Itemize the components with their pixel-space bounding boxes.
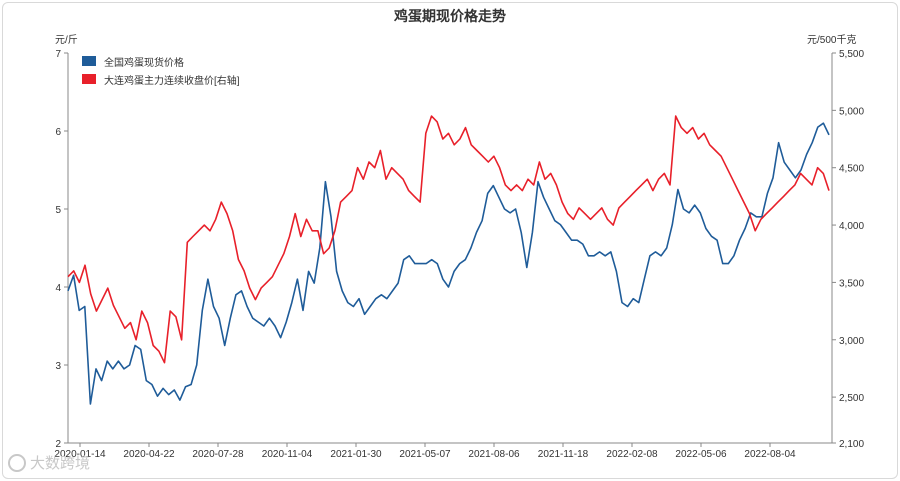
legend-label-spot: 全国鸡蛋现货价格	[104, 57, 184, 69]
right-axis-tick-label: 2,100	[839, 439, 864, 450]
left-axis-tick-label: 7	[55, 49, 61, 60]
x-axis-tick-label: 2022-02-08	[606, 449, 658, 460]
legend-swatch-futures	[82, 74, 96, 84]
left-axis-tick-label: 5	[55, 205, 61, 216]
left-axis-unit: 元/斤	[55, 35, 78, 46]
x-axis-tick-label: 2020-07-28	[192, 449, 244, 460]
legend-item-spot[interactable]: 全国鸡蛋现货价格	[82, 52, 240, 70]
x-axis-tick-label: 2021-11-18	[538, 449, 589, 460]
right-axis-tick-label: 3,000	[839, 336, 864, 347]
x-axis-tick-label: 2020-11-04	[262, 449, 313, 460]
x-axis-tick-label: 2022-05-06	[675, 449, 727, 460]
left-axis-tick-label: 3	[55, 361, 61, 372]
legend-label-futures: 大连鸡蛋主力连续收盘价[右轴]	[104, 75, 240, 87]
x-axis-tick-label: 2020-04-22	[123, 449, 175, 460]
left-axis-tick-label: 2	[55, 439, 61, 450]
right-axis-tick-label: 2,500	[839, 393, 864, 404]
series-line-spot-price	[67, 122, 830, 405]
x-axis-tick-label: 2020-01-14	[54, 449, 106, 460]
x-axis-tick-label: 2021-05-07	[399, 449, 451, 460]
series-line-futures-price	[67, 115, 830, 364]
right-axis-tick-label: 5,000	[839, 106, 864, 117]
left-axis-tick-label: 4	[55, 283, 61, 294]
watermark-text: 大数跨境	[30, 455, 91, 472]
watermark: 大数跨境	[8, 452, 90, 473]
legend-item-futures[interactable]: 大连鸡蛋主力连续收盘价[右轴]	[82, 70, 240, 88]
left-axis-tick-label: 6	[55, 127, 61, 138]
right-axis-unit: 元/500千克	[807, 35, 857, 46]
right-axis-tick-label: 5,500	[839, 49, 864, 60]
chart-title: 鸡蛋期现价格走势	[394, 8, 506, 24]
legend: 全国鸡蛋现货价格 大连鸡蛋主力连续收盘价[右轴]	[82, 52, 240, 88]
x-axis-tick-label: 2022-08-04	[744, 449, 796, 460]
legend-swatch-spot	[82, 56, 96, 66]
x-axis-tick-label: 2021-01-30	[330, 449, 382, 460]
right-axis-tick-label: 4,000	[839, 221, 864, 232]
right-axis-tick-label: 4,500	[839, 164, 864, 175]
x-axis-tick-label: 2021-08-06	[468, 449, 520, 460]
right-axis-tick-label: 3,500	[839, 278, 864, 289]
watermark-logo-icon	[8, 453, 26, 472]
